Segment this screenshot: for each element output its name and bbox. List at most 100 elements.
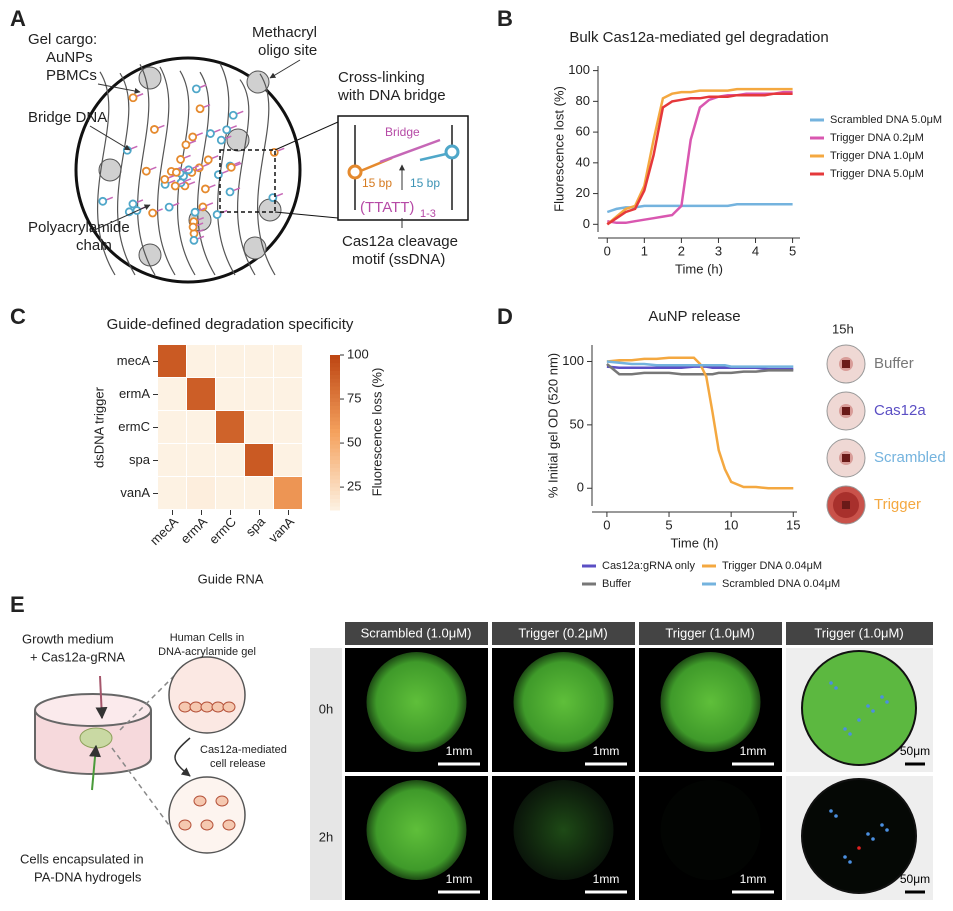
y-tick-label: 0: [583, 216, 590, 231]
colorbar-step: [330, 374, 340, 379]
colorbar-step: [330, 448, 340, 453]
column-header: [639, 622, 782, 645]
label: 15 bp: [362, 176, 392, 190]
node: [216, 135, 226, 145]
heat-cell: [216, 411, 244, 443]
chart-title: AuNP release: [648, 308, 740, 325]
x-tick-label: ermA: [177, 514, 210, 547]
cell: [200, 701, 214, 713]
gel-fluorescence: [366, 780, 467, 880]
heat-cell: [274, 444, 302, 476]
heat-cell: [245, 378, 273, 410]
heat-cell: [158, 378, 186, 410]
colorbar-step: [330, 355, 340, 360]
x-tick-label: 4: [752, 243, 759, 258]
chain: [257, 73, 276, 276]
colorbar-step: [330, 413, 340, 418]
cell-dot: [829, 681, 833, 685]
row-header-bg: [310, 648, 342, 900]
scale-bar-label: 50μm: [900, 872, 930, 886]
gel-fluorescence: [513, 652, 614, 752]
y-axis-label: dsDNA trigger: [91, 386, 106, 468]
cell-dot: [857, 718, 861, 722]
cell-dot: [857, 846, 861, 850]
image-label: Buffer: [874, 355, 914, 372]
colorbar-tick-label: 75: [347, 390, 361, 405]
legend-label: Trigger DNA 0.2μM: [830, 132, 924, 144]
column-header: [345, 622, 488, 645]
y-tick-label: spa: [129, 452, 151, 467]
y-tick-label: ermC: [118, 419, 150, 434]
legend-label: Buffer: [602, 578, 631, 590]
heat-cell: [158, 411, 186, 443]
heat-cell: [158, 444, 186, 476]
y-axis-label: Fluorescence lost (%): [551, 86, 566, 212]
label: Cells encapsulated in: [20, 851, 144, 866]
label: Bridge: [385, 125, 420, 139]
colorbar-step: [330, 455, 340, 461]
heat-cell: [245, 411, 273, 443]
cargo: [258, 198, 282, 222]
node: [222, 125, 232, 135]
panel-labels: A B C D E: [10, 6, 513, 617]
label: (TTATT): [360, 199, 414, 216]
colorbar-step: [330, 405, 340, 410]
node: [206, 129, 215, 138]
cell-dot: [885, 828, 889, 832]
heat-cell: [274, 378, 302, 410]
row-label: 0h: [319, 701, 333, 716]
column-header: [786, 622, 933, 645]
legend-label: Cas12a:gRNA only: [602, 560, 695, 572]
label: 1-3: [420, 208, 436, 220]
panel-label: C: [10, 304, 26, 329]
node: [128, 199, 138, 209]
colorbar-step: [330, 386, 340, 391]
cell-dot: [834, 814, 838, 818]
cell: [222, 701, 236, 713]
y-tick-label: vanA: [120, 485, 150, 500]
x-tick-label: 1: [641, 243, 648, 258]
column-header-label: Trigger (1.0μM): [665, 625, 754, 640]
y-tick-label: 100: [568, 62, 590, 77]
panel-b: Bulk Cas12a-mediated gel degradation0204…: [551, 29, 942, 276]
zoom-circle: [168, 776, 246, 854]
y-tick-label: 40: [576, 154, 590, 169]
colorbar-step: [330, 475, 340, 480]
column-header-label: Trigger (1.0μM): [814, 625, 903, 640]
label: 15 bp: [410, 176, 440, 190]
node: [195, 104, 205, 114]
node: [160, 174, 170, 184]
colorbar-label: Fluorescence loss (%): [369, 368, 384, 497]
scale-bar-label: 1mm: [740, 744, 767, 758]
legend-label: Trigger DNA 1.0μM: [830, 150, 924, 162]
node: [141, 166, 151, 176]
series-line: [606, 356, 794, 490]
zoom-box: [219, 149, 276, 213]
node: [203, 155, 213, 165]
y-tick-label: 0: [577, 480, 584, 495]
scale-bar-label: 1mm: [593, 872, 620, 886]
series-line: [606, 92, 793, 226]
hydrogel: [79, 727, 113, 749]
colorbar-step: [330, 436, 340, 441]
cargo: [226, 128, 250, 152]
scale-bar-label: 1mm: [446, 872, 473, 886]
heat-cell: [187, 444, 215, 476]
node: [200, 184, 210, 194]
heat-cell: [187, 477, 215, 509]
label: DNA-acrylamide gel: [158, 646, 256, 658]
scale-bar-label: 50μm: [900, 744, 930, 758]
y-tick-label: ermA: [119, 386, 150, 401]
chain: [217, 63, 236, 276]
gel-center: [842, 501, 850, 509]
cell-dot: [848, 732, 852, 736]
scale-bar-label: 1mm: [740, 872, 767, 886]
cell-dot: [885, 700, 889, 704]
colorbar-step: [330, 358, 340, 364]
row-label: 2h: [319, 829, 333, 844]
image-label: Cas12a: [874, 402, 926, 419]
y-tick-label: 80: [576, 93, 590, 108]
colorbar-step: [330, 482, 340, 488]
x-tick-label: ermC: [206, 514, 239, 547]
scale-bar-label: 1mm: [446, 744, 473, 758]
